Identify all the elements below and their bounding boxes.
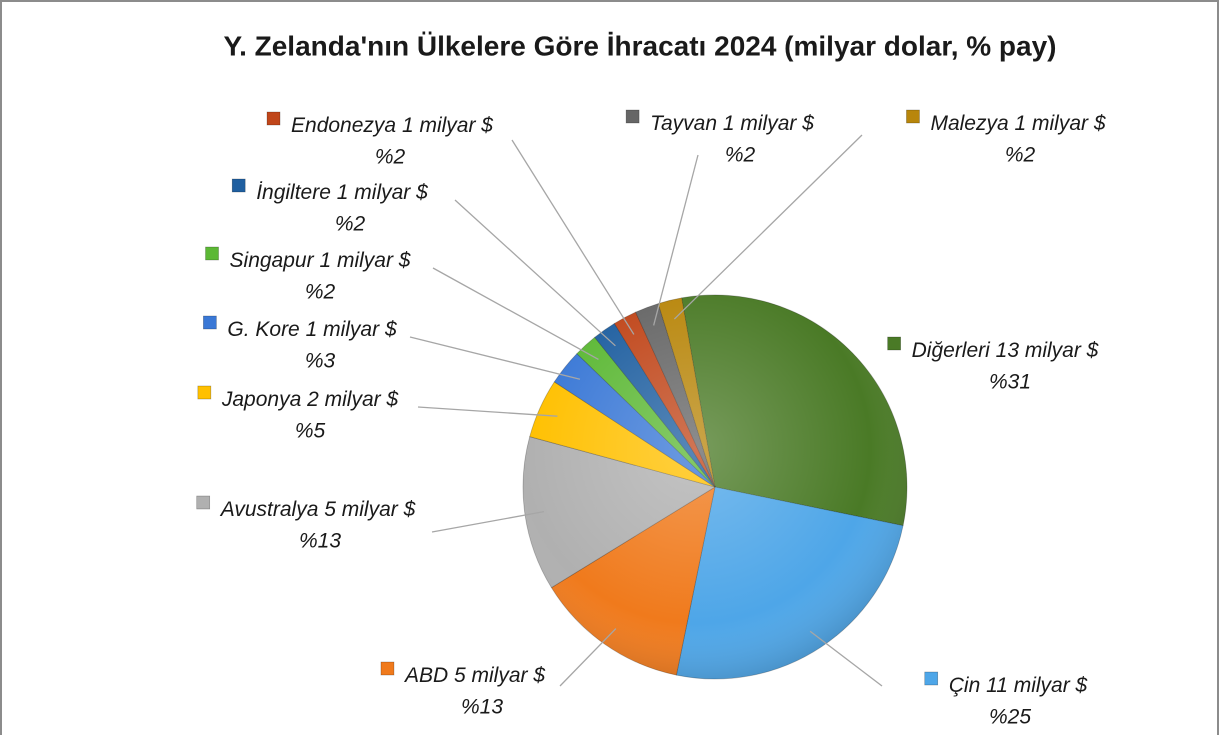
percent-label: %2	[375, 146, 406, 169]
percent-label: %2	[305, 281, 336, 304]
percent-label: %13	[299, 530, 341, 553]
slice-label: Tayvan 1 milyar $	[650, 112, 814, 135]
leader-line	[673, 134, 863, 320]
leader-line	[809, 630, 883, 687]
labels: Diğerleri 13 milyar $ %31 Çin 11 milyar $%…	[196, 109, 1106, 729]
legend-marker	[887, 336, 901, 351]
amount-label: 1 milyar $	[319, 249, 410, 272]
legend-marker	[231, 178, 246, 193]
percent-label: %25	[989, 706, 1031, 729]
slice-label: ABD 5 milyar $	[403, 664, 545, 687]
category-name: Malezya	[930, 112, 1008, 135]
legend-marker	[196, 495, 211, 510]
percent-label: %3	[305, 350, 336, 373]
legend-marker	[924, 671, 939, 686]
amount-label: 1 milyar $	[723, 112, 814, 135]
legend-marker	[380, 661, 395, 676]
leader-line	[409, 336, 581, 380]
category-name: ABD	[403, 664, 448, 687]
amount-label: 13 milyar $	[996, 339, 1099, 362]
amount-label: 1 milyar $	[337, 181, 428, 204]
leader-line	[511, 139, 635, 335]
legend-marker	[625, 109, 640, 124]
percent-label: %5	[295, 420, 326, 443]
legend-marker	[266, 111, 281, 126]
slice-label: G. Kore 1 milyar $	[227, 318, 397, 341]
slice-label: Çin 11 milyar $	[949, 674, 1088, 697]
leader-line	[417, 406, 558, 417]
leader-line	[431, 511, 545, 533]
slice-label: Endonezya 1 milyar $	[291, 114, 493, 137]
category-name: Çin	[949, 674, 981, 697]
category-name: G. Kore	[227, 318, 299, 341]
amount-label: 5 milyar $	[454, 664, 545, 687]
category-name: Avustralya	[219, 498, 319, 521]
slice-label: İngiltere 1 milyar $	[256, 181, 428, 204]
chart-title: Y. Zelanda'nın Ülkelere Göre İhracatı 20…	[224, 30, 1057, 61]
legend-marker	[205, 246, 219, 261]
legend-marker	[906, 109, 920, 124]
category-name: Diğerleri	[912, 339, 992, 362]
category-name: İngiltere	[256, 181, 331, 204]
percent-label: %2	[725, 144, 756, 167]
amount-label: 5 milyar $	[324, 498, 415, 521]
amount-label: 1 milyar $	[402, 114, 493, 137]
slice-label: Avustralya 5 milyar $	[219, 498, 416, 521]
percent-label: %13	[461, 696, 503, 719]
slice-label: Diğerleri 13 milyar $	[912, 339, 1099, 362]
category-name: Singapur	[230, 249, 315, 272]
leader-line	[559, 628, 617, 687]
slice-label: Malezya 1 milyar $	[930, 112, 1105, 135]
percent-label: %2	[335, 213, 366, 236]
category-name: Japonya	[221, 388, 301, 411]
slice-label: Singapur 1 milyar $	[230, 249, 411, 272]
legend-marker	[197, 385, 212, 400]
category-name: Tayvan	[650, 112, 717, 135]
leader-line	[653, 154, 699, 326]
amount-label: 1 milyar $	[1015, 112, 1106, 135]
amount-label: 1 milyar $	[306, 318, 397, 341]
amount-label: 11 milyar $	[986, 674, 1087, 697]
leader-line	[432, 267, 599, 360]
amount-label: 2 milyar $	[306, 388, 398, 411]
leader-line	[454, 199, 616, 347]
percent-label: %2	[1005, 144, 1036, 167]
pie	[522, 294, 908, 680]
legend-marker	[203, 315, 217, 330]
percent-label: %31	[989, 371, 1031, 394]
category-name: Endonezya	[291, 114, 396, 137]
slice-label: Japonya 2 milyar $	[221, 388, 399, 411]
